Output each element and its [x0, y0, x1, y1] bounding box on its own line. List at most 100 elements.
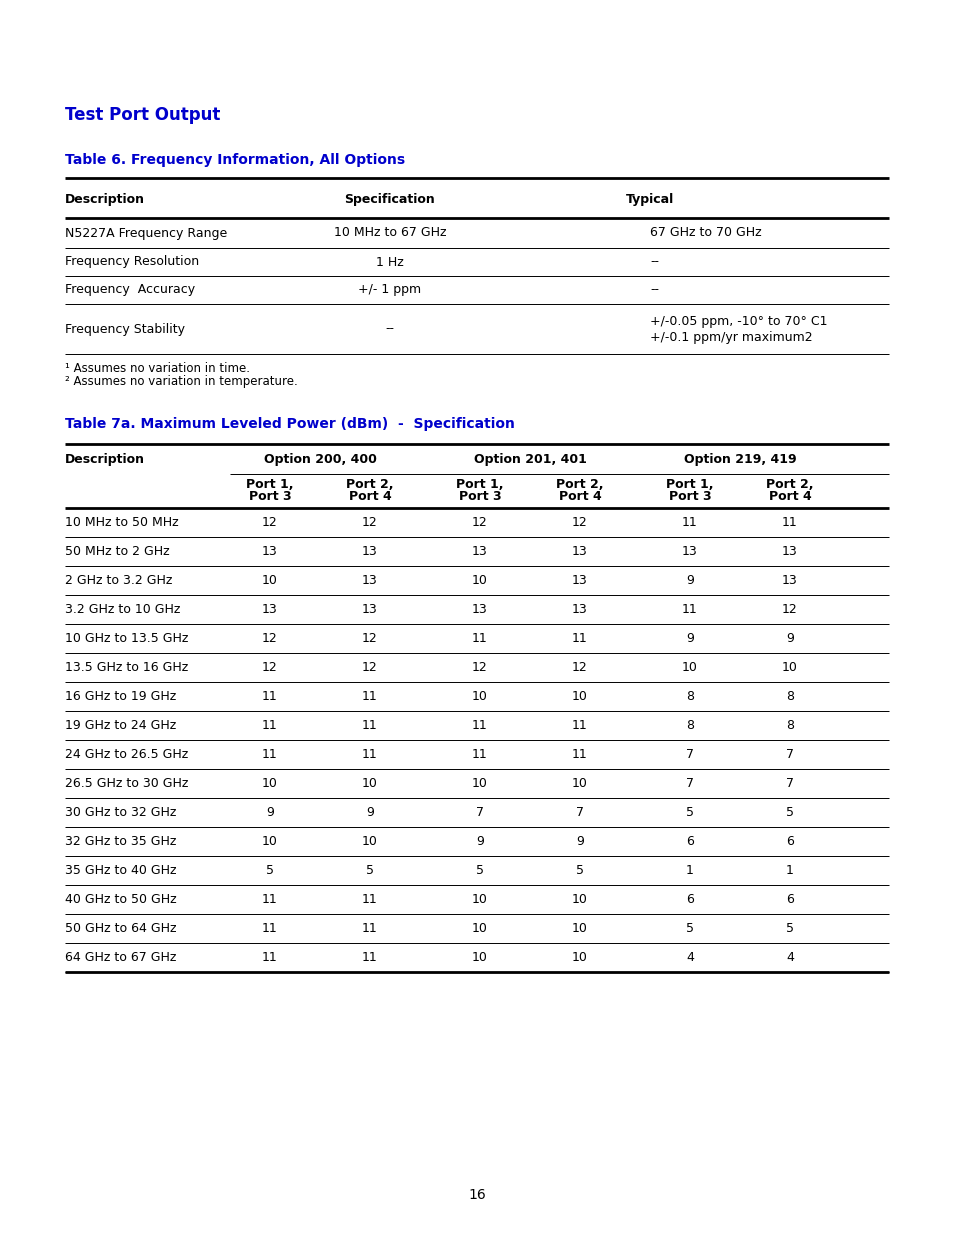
Text: 10: 10 — [781, 661, 797, 674]
Text: 5: 5 — [266, 864, 274, 877]
Text: 11: 11 — [362, 719, 377, 732]
Text: 6: 6 — [685, 893, 693, 906]
Text: 13: 13 — [472, 545, 487, 558]
Text: ¹ Assumes no variation in time.: ¹ Assumes no variation in time. — [65, 362, 250, 374]
Text: 67 GHz to 70 GHz: 67 GHz to 70 GHz — [649, 226, 760, 240]
Text: Port 3: Port 3 — [458, 489, 500, 503]
Text: 9: 9 — [366, 806, 374, 819]
Text: 5: 5 — [785, 806, 793, 819]
Text: 7: 7 — [476, 806, 483, 819]
Text: 10: 10 — [572, 777, 587, 790]
Text: 8: 8 — [685, 690, 693, 703]
Text: Port 1,: Port 1, — [665, 478, 713, 490]
Text: 11: 11 — [781, 516, 797, 529]
Text: 40 GHz to 50 GHz: 40 GHz to 50 GHz — [65, 893, 176, 906]
Text: 35 GHz to 40 GHz: 35 GHz to 40 GHz — [65, 864, 176, 877]
Text: 9: 9 — [576, 835, 583, 848]
Text: 12: 12 — [262, 516, 277, 529]
Text: 13: 13 — [572, 574, 587, 587]
Text: --: -- — [649, 284, 659, 296]
Text: 13: 13 — [681, 545, 698, 558]
Text: 7: 7 — [576, 806, 583, 819]
Text: 11: 11 — [472, 748, 487, 761]
Text: 11: 11 — [262, 923, 277, 935]
Text: 10 GHz to 13.5 GHz: 10 GHz to 13.5 GHz — [65, 632, 188, 645]
Text: 11: 11 — [572, 632, 587, 645]
Text: 10: 10 — [572, 951, 587, 965]
Text: 5: 5 — [366, 864, 374, 877]
Text: 11: 11 — [681, 603, 698, 616]
Text: 8: 8 — [785, 690, 793, 703]
Text: Option 200, 400: Option 200, 400 — [263, 453, 376, 467]
Text: 11: 11 — [262, 951, 277, 965]
Text: Frequency Resolution: Frequency Resolution — [65, 256, 199, 268]
Text: 1: 1 — [785, 864, 793, 877]
Text: Option 201, 401: Option 201, 401 — [473, 453, 586, 467]
Text: 4: 4 — [685, 951, 693, 965]
Text: 7: 7 — [685, 777, 693, 790]
Text: 11: 11 — [472, 719, 487, 732]
Text: 12: 12 — [362, 661, 377, 674]
Text: 11: 11 — [362, 923, 377, 935]
Text: 8: 8 — [685, 719, 693, 732]
Text: 8: 8 — [785, 719, 793, 732]
Text: 50 MHz to 2 GHz: 50 MHz to 2 GHz — [65, 545, 170, 558]
Text: 32 GHz to 35 GHz: 32 GHz to 35 GHz — [65, 835, 176, 848]
Text: Port 2,: Port 2, — [765, 478, 813, 490]
Text: 7: 7 — [785, 777, 793, 790]
Text: 16 GHz to 19 GHz: 16 GHz to 19 GHz — [65, 690, 176, 703]
Text: Description: Description — [65, 453, 145, 467]
Text: 13: 13 — [572, 545, 587, 558]
Text: 10: 10 — [472, 574, 487, 587]
Text: 26.5 GHz to 30 GHz: 26.5 GHz to 30 GHz — [65, 777, 188, 790]
Text: 10: 10 — [472, 951, 487, 965]
Text: 10 MHz to 50 MHz: 10 MHz to 50 MHz — [65, 516, 178, 529]
Text: Port 4: Port 4 — [768, 489, 810, 503]
Text: 13: 13 — [362, 574, 377, 587]
Text: Table 7a. Maximum Leveled Power (dBm)  -  Specification: Table 7a. Maximum Leveled Power (dBm) - … — [65, 417, 515, 431]
Text: Description: Description — [65, 193, 145, 205]
Text: 9: 9 — [476, 835, 483, 848]
Text: Port 3: Port 3 — [249, 489, 291, 503]
Text: 2 GHz to 3.2 GHz: 2 GHz to 3.2 GHz — [65, 574, 172, 587]
Text: Port 2,: Port 2, — [346, 478, 394, 490]
Text: 12: 12 — [572, 516, 587, 529]
Text: 13: 13 — [362, 603, 377, 616]
Text: 13.5 GHz to 16 GHz: 13.5 GHz to 16 GHz — [65, 661, 188, 674]
Text: 10: 10 — [681, 661, 698, 674]
Text: 10: 10 — [472, 690, 487, 703]
Text: Frequency  Accuracy: Frequency Accuracy — [65, 284, 195, 296]
Text: 11: 11 — [572, 748, 587, 761]
Text: 9: 9 — [266, 806, 274, 819]
Text: 12: 12 — [262, 661, 277, 674]
Text: 12: 12 — [572, 661, 587, 674]
Text: 5: 5 — [685, 923, 693, 935]
Text: 13: 13 — [262, 603, 277, 616]
Text: 11: 11 — [262, 719, 277, 732]
Text: --: -- — [385, 322, 395, 336]
Text: 13: 13 — [262, 545, 277, 558]
Text: Table 6. Frequency Information, All Options: Table 6. Frequency Information, All Opti… — [65, 153, 405, 167]
Text: 10: 10 — [262, 835, 277, 848]
Text: 6: 6 — [785, 835, 793, 848]
Text: 10: 10 — [572, 923, 587, 935]
Text: 5: 5 — [685, 806, 693, 819]
Text: +/-0.05 ppm, -10° to 70° C1: +/-0.05 ppm, -10° to 70° C1 — [649, 315, 826, 327]
Text: 10: 10 — [262, 777, 277, 790]
Text: 10: 10 — [472, 777, 487, 790]
Text: 11: 11 — [262, 690, 277, 703]
Text: 11: 11 — [262, 893, 277, 906]
Text: Typical: Typical — [625, 193, 674, 205]
Text: 10: 10 — [472, 893, 487, 906]
Text: ² Assumes no variation in temperature.: ² Assumes no variation in temperature. — [65, 375, 297, 389]
Text: 7: 7 — [785, 748, 793, 761]
Text: Option 219, 419: Option 219, 419 — [683, 453, 796, 467]
Text: 9: 9 — [785, 632, 793, 645]
Text: Port 3: Port 3 — [668, 489, 711, 503]
Text: 6: 6 — [785, 893, 793, 906]
Text: 9: 9 — [685, 632, 693, 645]
Text: Port 4: Port 4 — [558, 489, 600, 503]
Text: 11: 11 — [681, 516, 698, 529]
Text: 19 GHz to 24 GHz: 19 GHz to 24 GHz — [65, 719, 176, 732]
Text: Port 2,: Port 2, — [556, 478, 603, 490]
